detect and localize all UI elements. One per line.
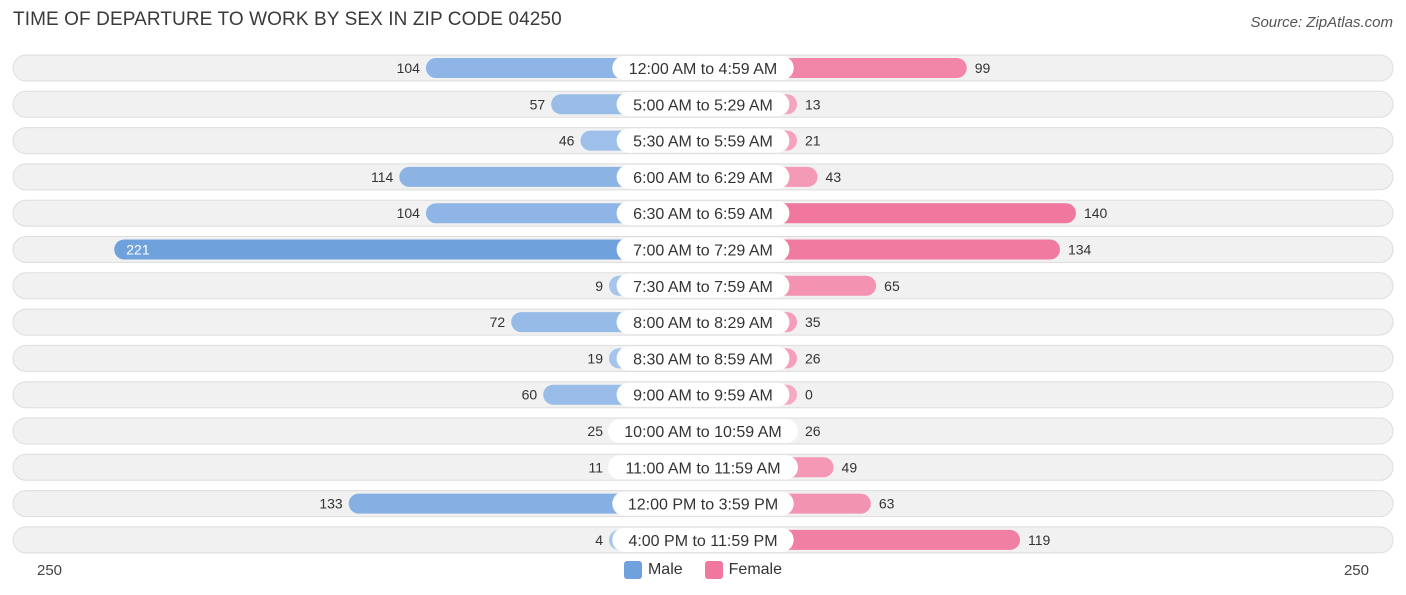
value-label-male: 19	[587, 350, 603, 366]
legend: Male Female	[0, 561, 1406, 579]
value-label-female: 119	[1028, 532, 1051, 548]
value-label-female: 26	[805, 423, 821, 439]
value-label-male: 60	[522, 387, 538, 403]
value-label-male: 72	[490, 314, 506, 330]
chart-row: 46 21 5:30 AM to 5:59 AM	[12, 127, 1394, 155]
category-pill	[612, 491, 794, 516]
value-label-male: 11	[588, 459, 603, 475]
category-pill	[608, 455, 798, 480]
chart-row: 72 35 8:00 AM to 8:29 AM	[12, 308, 1394, 336]
chart-row: 60 0 9:00 AM to 9:59 AM	[12, 381, 1394, 409]
value-label-female: 43	[826, 169, 842, 185]
category-pill	[612, 56, 794, 80]
legend-item-female: Female	[704, 561, 783, 579]
bar-female	[703, 203, 1076, 224]
category-label: 10:00 AM to 10:59 AM	[624, 424, 781, 441]
legend-item-male: Male	[623, 561, 683, 579]
chart-row: 9 65 7:30 AM to 7:59 AM	[12, 272, 1394, 300]
category-pill	[608, 419, 798, 443]
category-pill	[616, 273, 790, 298]
chart-row: 19 26 8:30 AM to 8:59 AM	[12, 344, 1394, 372]
chart-row: 114 43 6:00 AM to 6:29 AM	[12, 163, 1394, 191]
value-label-male: 25	[587, 423, 603, 439]
value-label-female: 0	[805, 387, 813, 403]
category-pill	[616, 382, 790, 407]
category-label: 7:00 AM to 7:29 AM	[633, 243, 773, 260]
chart-row: 104 99 12:00 AM to 4:59 AM	[12, 54, 1394, 82]
value-label-female: 35	[805, 314, 821, 330]
category-pill	[616, 92, 790, 117]
category-pill	[616, 128, 790, 153]
chart-row: 4 119 4:00 PM to 11:59 PM	[12, 526, 1394, 554]
category-label: 12:00 AM to 4:59 AM	[629, 61, 778, 78]
category-pill	[612, 527, 794, 552]
chart-title: TIME OF DEPARTURE TO WORK BY SEX IN ZIP …	[13, 9, 562, 30]
chart-row: 133 63 12:00 PM to 3:59 PM	[12, 490, 1394, 518]
value-label-female: 49	[842, 459, 858, 475]
bar-male	[114, 239, 704, 260]
value-label-male: 46	[559, 133, 575, 149]
category-pill	[616, 237, 790, 262]
value-label-female: 21	[805, 133, 821, 149]
legend-label-male: Male	[647, 561, 683, 578]
category-label: 5:30 AM to 5:59 AM	[633, 134, 773, 151]
category-label: 11:00 AM to 11:59 AM	[625, 460, 780, 477]
category-label: 6:30 AM to 6:59 AM	[633, 206, 773, 223]
bar-female	[703, 239, 1060, 260]
value-label-male: 221	[126, 242, 150, 258]
category-label: 7:30 AM to 7:59 AM	[633, 279, 773, 296]
category-label: 4:00 PM to 11:59 PM	[628, 533, 777, 550]
category-label: 12:00 PM to 3:59 PM	[628, 497, 778, 514]
value-label-male: 133	[319, 496, 343, 512]
value-label-male: 57	[530, 96, 546, 112]
value-label-female: 26	[805, 350, 821, 366]
value-label-female: 65	[884, 278, 900, 294]
category-pill	[616, 310, 790, 335]
legend-label-female: Female	[728, 561, 783, 578]
category-label: 6:00 AM to 6:29 AM	[633, 170, 773, 187]
category-pill	[616, 164, 790, 189]
value-label-female: 63	[879, 496, 895, 512]
chart-row: 104 140 6:30 AM to 6:59 AM	[12, 199, 1394, 227]
value-label-female: 140	[1084, 205, 1108, 221]
legend-swatch-male	[623, 561, 642, 579]
chart-area: 104 99 12:00 AM to 4:59 AM 57 13 5:00 AM to 5…	[12, 54, 1394, 554]
category-pill	[616, 346, 790, 371]
category-label: 8:00 AM to 8:29 AM	[633, 315, 773, 332]
value-label-male: 104	[397, 205, 421, 221]
legend-swatch-female	[704, 561, 723, 579]
value-label-male: 4	[595, 532, 603, 548]
chart-row: 11 49 11:00 AM to 11:59 AM	[12, 453, 1394, 481]
chart-row: 221 134 7:00 AM to 7:29 AM	[12, 236, 1394, 263]
value-label-male: 114	[371, 169, 394, 185]
value-label-male: 104	[397, 60, 421, 76]
axis-label-right: 250	[1343, 562, 1369, 579]
value-label-male: 9	[595, 278, 603, 294]
value-label-female: 134	[1068, 242, 1092, 258]
axis-label-left: 250	[37, 562, 63, 579]
chart-row: 57 13 5:00 AM to 5:29 AM	[12, 90, 1394, 118]
category-label: 5:00 AM to 5:29 AM	[633, 97, 773, 114]
category-label: 8:30 AM to 8:59 AM	[633, 351, 773, 368]
chart-row: 25 26 10:00 AM to 10:59 AM	[12, 417, 1394, 445]
value-label-female: 13	[805, 96, 821, 112]
category-pill	[616, 201, 790, 226]
category-label: 9:00 AM to 9:59 AM	[633, 388, 773, 405]
value-label-female: 99	[975, 60, 991, 76]
source-label: Source: ZipAtlas.com	[1250, 14, 1393, 31]
